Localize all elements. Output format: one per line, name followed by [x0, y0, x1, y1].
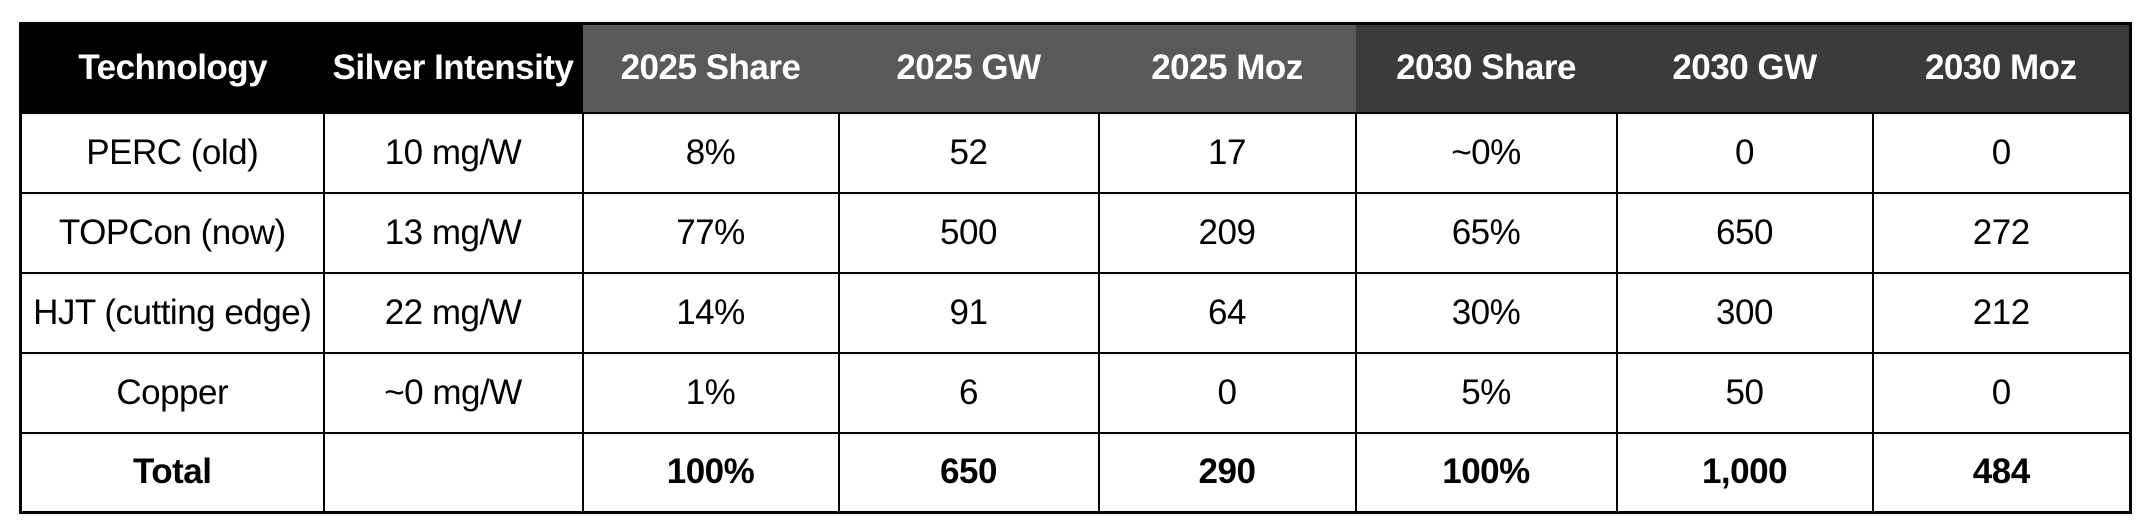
cell-2030-gw: 650 [1615, 191, 1874, 274]
col-header-2030-gw: 2030 GW [1616, 23, 1873, 113]
cell-2030-gw: 0 [1615, 111, 1874, 194]
cell-2025-share: 1% [581, 351, 840, 434]
cell-2030-share: 30% [1354, 271, 1618, 354]
table-row-total: Total 100% 650 290 100% 1,000 484 [19, 431, 2132, 514]
col-header-2025-share: 2025 Share [582, 23, 839, 113]
cell-technology: PERC (old) [19, 111, 325, 194]
cell-2030-moz: 272 [1871, 191, 2132, 274]
col-header-2025-moz: 2025 Moz [1098, 23, 1356, 113]
cell-technology: Copper [19, 351, 325, 434]
cell-2025-moz: 17 [1097, 111, 1357, 194]
cell-2025-share: 77% [581, 191, 840, 274]
cell-2025-gw: 650 [837, 431, 1100, 514]
cell-2030-moz: 484 [1871, 431, 2132, 514]
table-row-topcon: TOPCon (now) 13 mg/W 77% 500 209 65% 650… [19, 191, 2132, 274]
col-header-silver-intensity: Silver Intensity [323, 23, 583, 113]
table-row-hjt: HJT (cutting edge) 22 mg/W 14% 91 64 30%… [19, 271, 2132, 354]
cell-2025-gw: 500 [837, 191, 1100, 274]
cell-2030-share: 65% [1354, 191, 1618, 274]
cell-silver-intensity [322, 431, 584, 514]
cell-2030-moz: 212 [1871, 271, 2132, 354]
cell-silver-intensity: 10 mg/W [322, 111, 584, 194]
table-row-perc: PERC (old) 10 mg/W 8% 52 17 ~0% 0 0 [19, 111, 2132, 194]
cell-silver-intensity: 22 mg/W [322, 271, 584, 354]
col-header-2030-moz: 2030 Moz [1872, 23, 2131, 113]
cell-2030-share: ~0% [1354, 111, 1618, 194]
cell-2025-share: 14% [581, 271, 840, 354]
cell-silver-intensity: 13 mg/W [322, 191, 584, 274]
cell-2025-moz: 209 [1097, 191, 1357, 274]
cell-technology: Total [19, 431, 325, 514]
cell-2025-moz: 0 [1097, 351, 1357, 434]
table-row-copper: Copper ~0 mg/W 1% 6 0 5% 50 0 [19, 351, 2132, 434]
cell-2030-gw: 1,000 [1615, 431, 1874, 514]
cell-technology: TOPCon (now) [19, 191, 325, 274]
silver-intensity-table: Technology Silver Intensity 2025 Share 2… [19, 22, 2132, 514]
cell-2030-share: 5% [1354, 351, 1618, 434]
cell-2025-moz: 64 [1097, 271, 1357, 354]
cell-2030-moz: 0 [1871, 351, 2132, 434]
cell-2025-share: 8% [581, 111, 840, 194]
col-header-2030-share: 2030 Share [1355, 23, 1617, 113]
cell-2025-gw: 91 [837, 271, 1100, 354]
cell-2025-gw: 6 [837, 351, 1100, 434]
cell-technology: HJT (cutting edge) [19, 271, 325, 354]
col-header-2025-gw: 2025 GW [838, 23, 1099, 113]
cell-2030-share: 100% [1354, 431, 1618, 514]
cell-silver-intensity: ~0 mg/W [322, 351, 584, 434]
col-header-technology: Technology [20, 23, 324, 113]
cell-2030-gw: 50 [1615, 351, 1874, 434]
cell-2025-gw: 52 [837, 111, 1100, 194]
header-row: Technology Silver Intensity 2025 Share 2… [20, 23, 2131, 113]
cell-2025-moz: 290 [1097, 431, 1357, 514]
cell-2025-share: 100% [581, 431, 840, 514]
cell-2030-gw: 300 [1615, 271, 1874, 354]
cell-2030-moz: 0 [1871, 111, 2132, 194]
